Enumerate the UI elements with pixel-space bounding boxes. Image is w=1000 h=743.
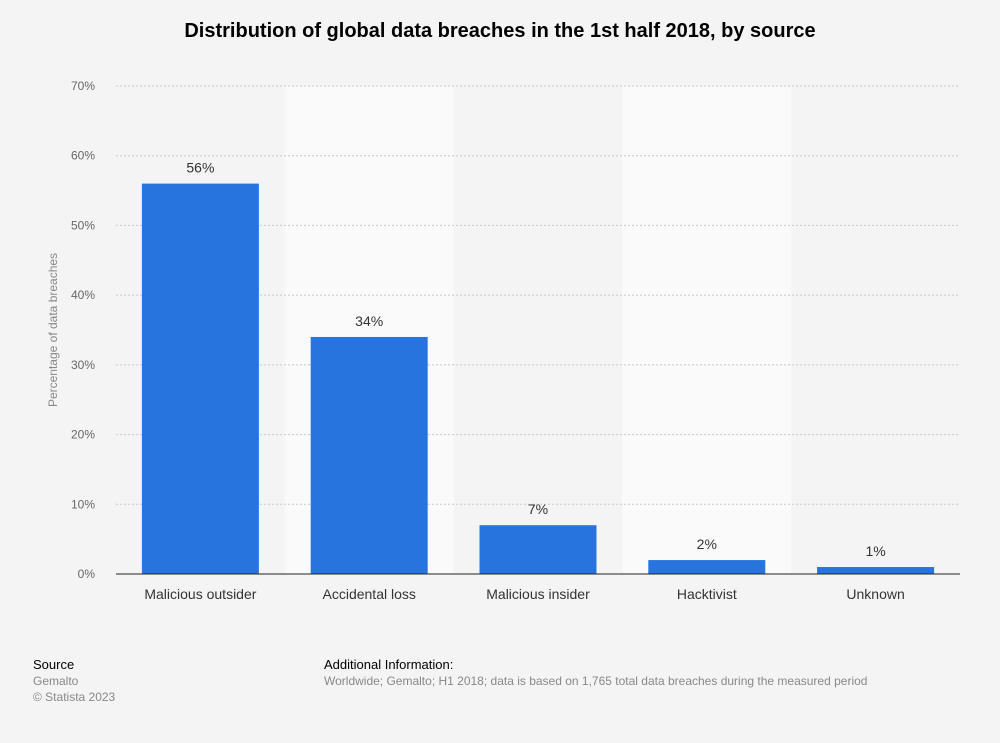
data-labels: 56% 34% 7% 2% 1% xyxy=(186,160,885,559)
data-label: 2% xyxy=(697,536,717,552)
y-axis-label: Percentage of data breaches xyxy=(46,253,60,407)
bar xyxy=(817,567,935,574)
bars xyxy=(141,183,935,574)
additional-info-block: Additional Information: Worldwide; Gemal… xyxy=(324,657,867,689)
copyright: © Statista 2023 xyxy=(33,690,116,704)
y-tick-label: 10% xyxy=(71,497,95,511)
y-tick-label: 20% xyxy=(71,428,95,442)
source-name: Gemalto xyxy=(33,674,79,688)
source-block: Source Gemalto © Statista 2023 xyxy=(33,657,115,705)
additional-info-text: Worldwide; Gemalto; H1 2018; data is bas… xyxy=(324,674,868,688)
data-label: 1% xyxy=(865,543,885,559)
x-axis-categories: Malicious outsider Accidental loss Malicio… xyxy=(144,586,904,602)
y-tick-label: 50% xyxy=(71,218,95,232)
data-label: 34% xyxy=(355,313,383,329)
bar xyxy=(479,525,597,574)
chart-title: Distribution of global data breaches in … xyxy=(184,20,816,42)
y-tick-label: 70% xyxy=(71,79,95,93)
y-tick-label: 30% xyxy=(71,358,95,372)
x-category-label: Unknown xyxy=(846,586,904,602)
y-tick-label: 60% xyxy=(71,149,95,163)
bar xyxy=(648,560,766,574)
y-tick-label: 0% xyxy=(78,567,96,581)
x-category-label: Hacktivist xyxy=(677,586,737,602)
bar-chart: 56% 34% 7% 2% 1% 0% 10% 20% 30% 40% 50% 60% 70% Mal… xyxy=(46,79,960,602)
y-axis-ticks: 0% 10% 20% 30% 40% 50% 60% 70% xyxy=(71,79,95,581)
x-category-label: Malicious outsider xyxy=(144,586,256,602)
bar xyxy=(141,183,259,574)
bar xyxy=(310,336,428,574)
y-tick-label: 40% xyxy=(71,288,95,302)
x-category-label: Malicious insider xyxy=(486,586,590,602)
additional-info-heading: Additional Information: xyxy=(324,657,454,672)
x-category-label: Accidental loss xyxy=(323,586,416,602)
data-label: 7% xyxy=(528,501,548,517)
category-band xyxy=(622,86,792,574)
data-label: 56% xyxy=(186,160,214,176)
source-heading: Source xyxy=(33,657,75,672)
